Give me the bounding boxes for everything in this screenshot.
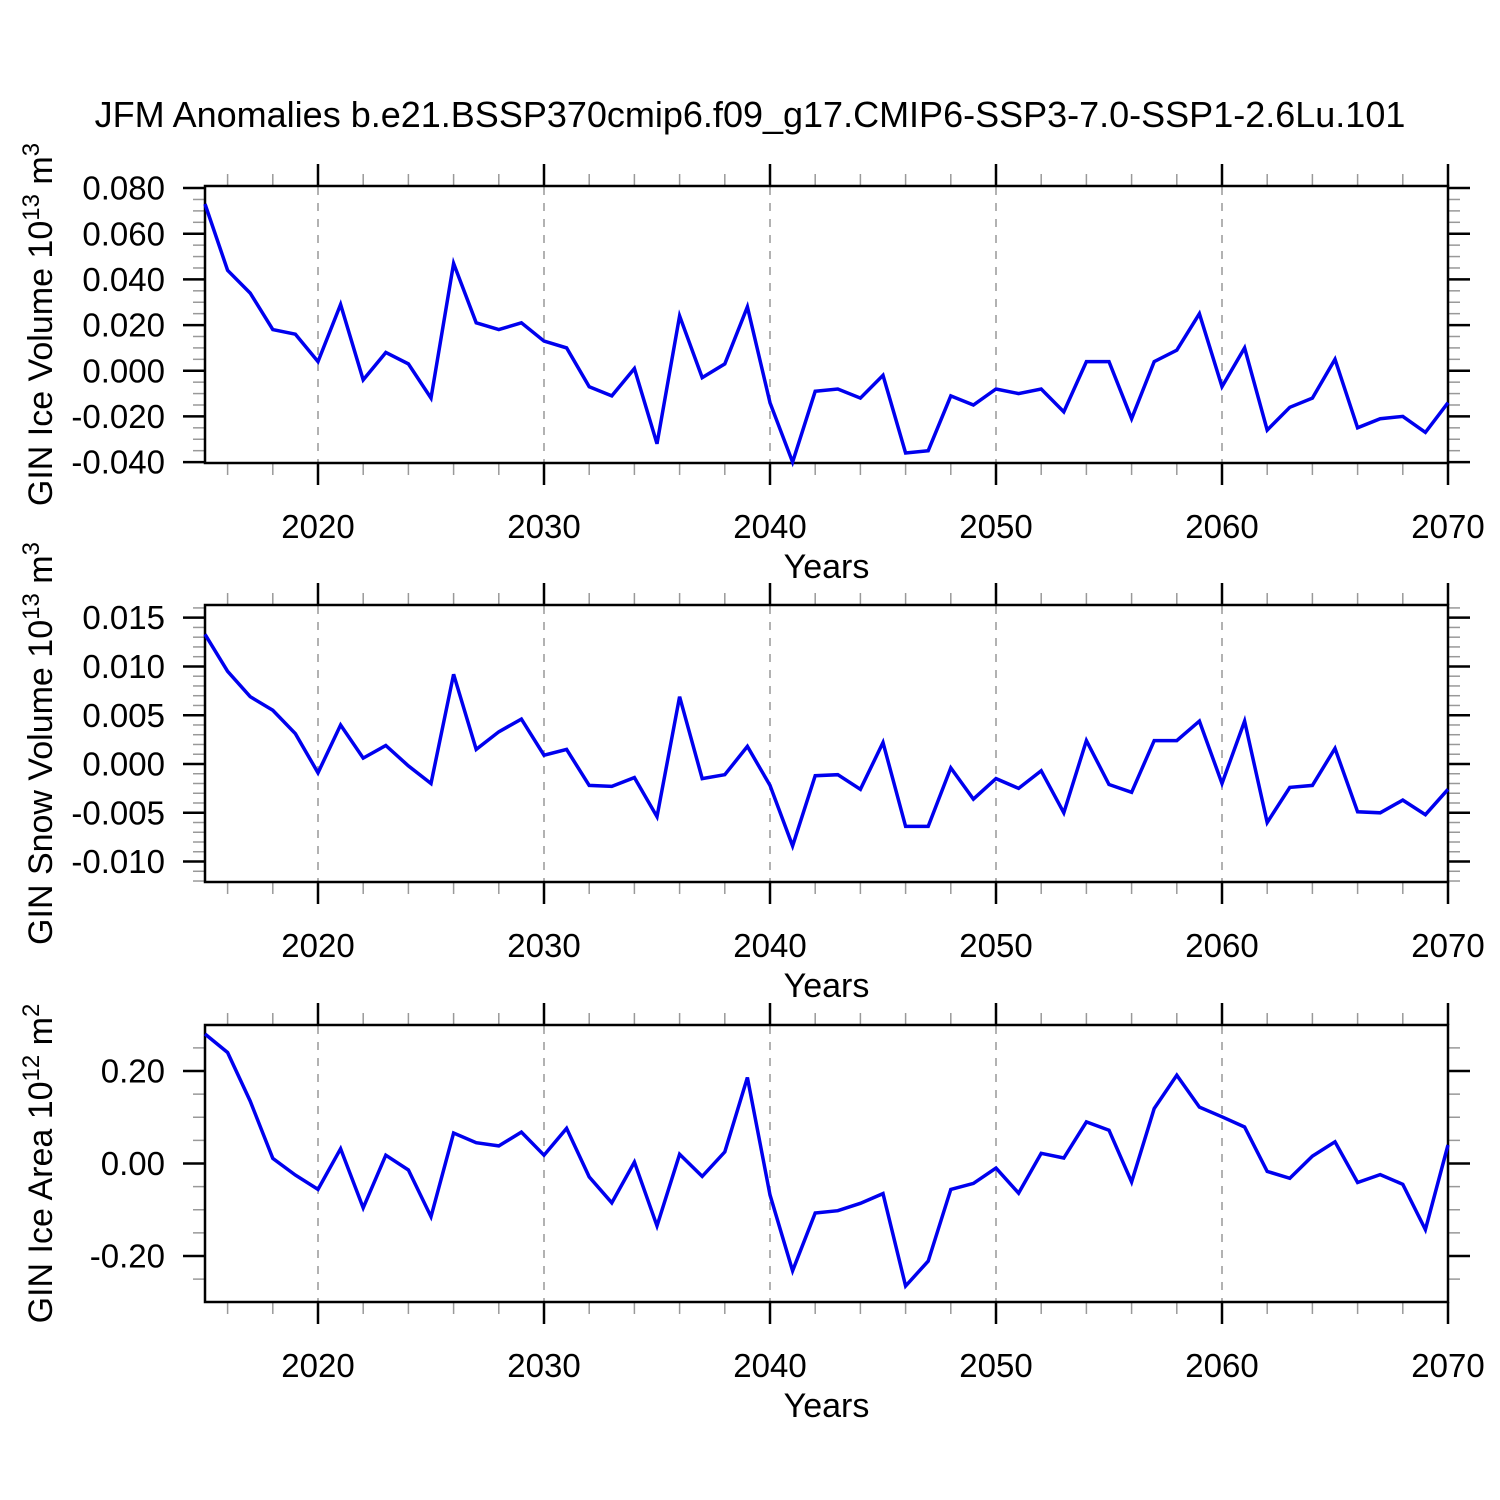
snow-volume-line [203, 633, 1450, 852]
y-tick-label: 0.010 [82, 648, 165, 685]
chart-title: JFM Anomalies b.e21.BSSP370cmip6.f09_g17… [94, 94, 1406, 135]
x-tick-label: 2070 [1411, 1347, 1484, 1384]
y-tick-label: 0.015 [82, 599, 165, 636]
panel-snow-volume: 2020 2030 2040 2050 2060 2070 0.015 0.010 0.005 0… [18, 542, 1485, 964]
y-axis-title-snow-volume: GIN Snow Volume 1013 m3 [18, 542, 60, 945]
y-axis-title-ice-area: GIN Ice Area 1012 m2 [18, 1004, 60, 1324]
x-tick-label: 2030 [507, 508, 580, 545]
x-tick-label: 2060 [1185, 508, 1258, 545]
y-tick-label: -0.040 [71, 444, 165, 481]
panel-frame [203, 603, 1450, 884]
y-axis-title-ice-volume: GIN Ice Volume 1013 m3 [18, 143, 60, 506]
y-tick-label: -0.010 [71, 843, 165, 880]
y-tick-label: 0.000 [82, 352, 165, 389]
x-tick-label: 2040 [733, 1347, 806, 1384]
y-tick-label: 0.020 [82, 307, 165, 344]
x-tick-label: 2050 [959, 927, 1032, 964]
x-axis-title-panel1: Years [783, 548, 870, 586]
x-tick-label: 2070 [1411, 927, 1484, 964]
panel-ice-volume: 2020 2030 2040 2050 2060 2070 0.080 0.060 0.040 0… [18, 143, 1485, 545]
x-tick-label: 2070 [1411, 508, 1484, 545]
y-tick-label: 0.060 [82, 215, 165, 252]
x-axis-title-panel2: Years [783, 967, 870, 1005]
x-tick-label: 2020 [281, 1347, 354, 1384]
x-tick-label: 2060 [1185, 927, 1258, 964]
y-tick-label: -0.020 [71, 398, 165, 435]
y-tick-label: -0.20 [90, 1238, 165, 1275]
x-tick-label: 2030 [507, 1347, 580, 1384]
y-tick-label: 0.000 [82, 746, 165, 783]
y-tick-label: 0.005 [82, 697, 165, 734]
x-tick-label: 2060 [1185, 1347, 1258, 1384]
panel-frame [203, 184, 1450, 465]
y-tick-label: 0.040 [82, 261, 165, 298]
x-tick-label: 2030 [507, 927, 580, 964]
panel-ice-area: 2020 2030 2040 2050 2060 2070 0.20 0.00 -0.20 GIN… [18, 1003, 1485, 1384]
ice-area-line [203, 1032, 1450, 1290]
x-tick-label: 2020 [281, 927, 354, 964]
y-tick-label: 0.00 [101, 1145, 165, 1182]
panel-frame [203, 1023, 1450, 1304]
x-tick-label: 2040 [733, 927, 806, 964]
x-tick-label: 2050 [959, 508, 1032, 545]
y-tick-label: 0.20 [101, 1053, 165, 1090]
x-tick-label: 2020 [281, 508, 354, 545]
x-axis-title-panel3: Years [783, 1387, 870, 1425]
y-tick-label: -0.005 [71, 794, 165, 831]
ice-volume-line [203, 203, 1450, 468]
x-tick-label: 2040 [733, 508, 806, 545]
y-tick-label: 0.080 [82, 170, 165, 207]
x-tick-label: 2050 [959, 1347, 1032, 1384]
